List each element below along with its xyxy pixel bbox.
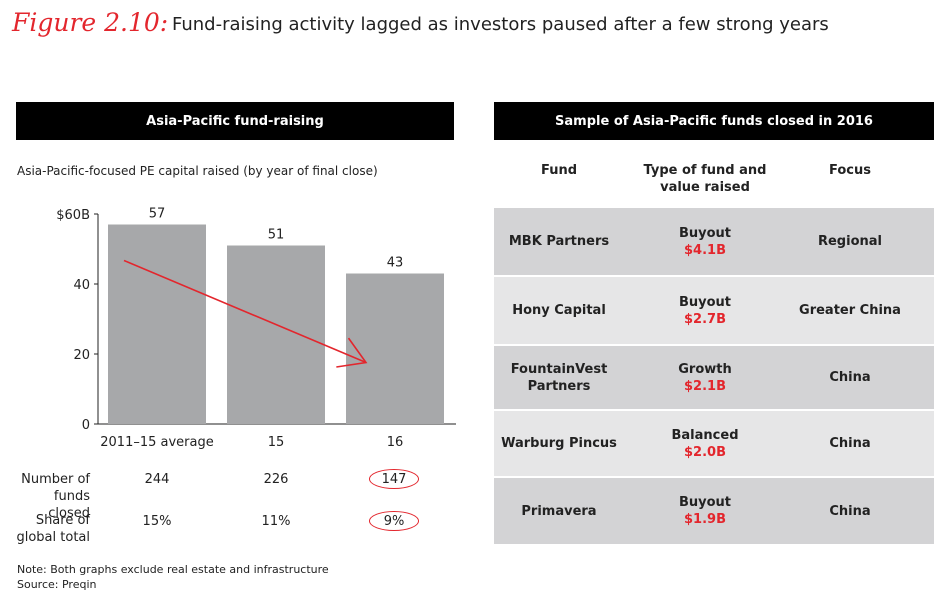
fund-name: FountainVest Partners xyxy=(510,361,608,394)
bar-data-label: 57 xyxy=(149,207,166,222)
figure-title: Fund-raising activity lagged as investor… xyxy=(172,14,829,35)
stat-value: 11% xyxy=(261,514,291,529)
column-header-type: Type of fund and value raised xyxy=(643,163,767,195)
x-category-label: 2011–15 average xyxy=(100,435,213,450)
x-category-label: 16 xyxy=(387,435,404,450)
bar xyxy=(227,245,325,424)
fund-name: MBK Partners xyxy=(508,234,610,249)
source-note: Source: Preqin xyxy=(17,578,97,591)
stat-label-line: global total xyxy=(16,530,90,545)
y-tick-label: 20 xyxy=(73,348,90,363)
fund-name: Primavera xyxy=(521,503,597,519)
right-panel-header: Sample of Asia-Pacific funds closed in 2… xyxy=(494,102,934,140)
bar xyxy=(108,224,206,424)
x-category-label: 15 xyxy=(268,435,285,450)
bar xyxy=(346,273,444,424)
fund-type-cell: Buyout $4.1B xyxy=(640,208,770,275)
fund-name: Warburg Pincus xyxy=(501,436,617,451)
y-tick-label: 0 xyxy=(82,418,90,433)
fund-value: $2.0B xyxy=(684,444,726,460)
fund-type-cell: Buyout $2.7B xyxy=(640,277,770,344)
stat-label-line: Number of xyxy=(21,472,90,487)
bar-data-label: 51 xyxy=(268,228,285,243)
fund-focus: Greater China xyxy=(799,303,901,318)
fund-focus: China xyxy=(829,436,871,451)
bar-data-label: 43 xyxy=(387,256,404,271)
table-row: MBK Partners Buyout $4.1B Regional xyxy=(494,208,934,275)
trend-arrow-line xyxy=(123,259,367,364)
fund-type: Balanced xyxy=(671,427,739,443)
column-header-fund: Fund xyxy=(540,163,578,178)
fund-type: Growth xyxy=(678,361,732,377)
fund-name: Hony Capital xyxy=(512,303,606,318)
stat-label-line: funds closed xyxy=(48,489,90,521)
table-row: Hony Capital Buyout $2.7B Greater China xyxy=(494,277,934,344)
stat-value: 15% xyxy=(142,514,172,529)
fund-type-cell: Buyout $1.9B xyxy=(640,478,770,544)
figure-label: Figure 2.10: xyxy=(12,8,169,37)
left-panel-header: Asia-Pacific fund-raising xyxy=(16,102,454,140)
table-row: Warburg Pincus Balanced $2.0B China xyxy=(494,411,934,476)
fund-value: $2.7B xyxy=(684,311,726,327)
bar-chart: 0 20 40 $60B 57 2011–15 average 51 15 43 16 xyxy=(56,207,456,450)
trend-arrow-head xyxy=(336,337,368,368)
fund-type: Buyout xyxy=(678,225,732,241)
stat-value: 244 xyxy=(144,472,170,487)
highlight-circle xyxy=(369,469,419,489)
fund-focus: Regional xyxy=(817,234,882,249)
column-header-focus: Focus xyxy=(829,163,871,178)
stat-label-line: Share of xyxy=(35,513,90,528)
stat-label-funds-closed: Number of funds closed xyxy=(14,471,90,522)
highlight-circle xyxy=(369,511,419,531)
stat-label-global-share: Share of global total xyxy=(14,512,90,546)
table-row: FountainVest Partners Growth $2.1B China xyxy=(494,346,934,409)
fund-type-cell: Balanced $2.0B xyxy=(640,411,770,476)
fund-value: $1.9B xyxy=(684,512,726,527)
fund-value: $4.1B xyxy=(684,242,726,258)
y-tick-label: $60B xyxy=(56,208,90,223)
y-tick-label: 40 xyxy=(73,278,90,293)
fund-type: Buyout xyxy=(678,294,732,310)
fund-value: $2.1B xyxy=(684,378,726,394)
fund-type-cell: Growth $2.1B xyxy=(640,346,770,409)
fund-focus: China xyxy=(829,503,871,519)
chart-subtitle: Asia-Pacific-focused PE capital raised (… xyxy=(17,164,378,178)
footnote: Note: Both graphs exclude real estate an… xyxy=(17,563,329,576)
stat-value: 226 xyxy=(263,472,289,487)
fund-type: Buyout xyxy=(678,495,732,510)
fund-focus: China xyxy=(829,370,871,385)
table-row: Primavera Buyout $1.9B China xyxy=(494,478,934,544)
